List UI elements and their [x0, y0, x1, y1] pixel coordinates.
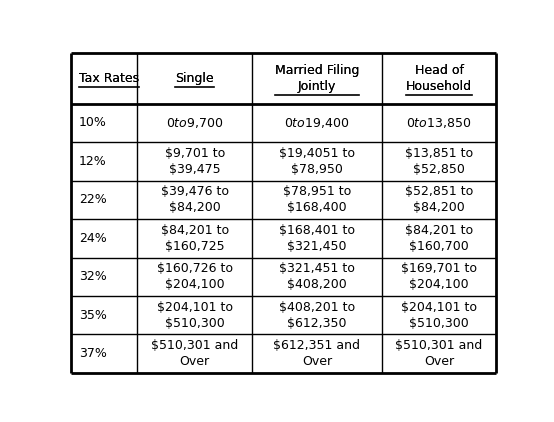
Text: $408,201 to
$612,350: $408,201 to $612,350	[279, 301, 355, 330]
Text: Married Filing
Jointly: Married Filing Jointly	[275, 64, 359, 93]
Text: Single: Single	[176, 72, 214, 85]
Text: 35%: 35%	[79, 309, 107, 322]
Text: $321,451 to
$408,200: $321,451 to $408,200	[279, 262, 355, 291]
Text: $204,101 to
$510,300: $204,101 to $510,300	[401, 301, 477, 330]
Text: $0 to $19,400: $0 to $19,400	[284, 116, 350, 130]
Text: 24%: 24%	[79, 232, 107, 245]
Text: $612,351 and
Over: $612,351 and Over	[273, 339, 360, 368]
Text: Single: Single	[176, 72, 214, 85]
Text: $78,951 to
$168,400: $78,951 to $168,400	[283, 185, 351, 214]
Text: $13,851 to
$52,850: $13,851 to $52,850	[405, 147, 473, 176]
Text: $204,101 to
$510,300: $204,101 to $510,300	[157, 301, 233, 330]
Text: $84,201 to
$160,700: $84,201 to $160,700	[405, 224, 473, 253]
Text: $160,726 to
$204,100: $160,726 to $204,100	[157, 262, 233, 291]
Text: Tax Rates: Tax Rates	[79, 72, 139, 85]
Text: $84,201 to
$160,725: $84,201 to $160,725	[161, 224, 229, 253]
Text: $0 to $13,850: $0 to $13,850	[407, 116, 472, 130]
Text: 12%: 12%	[79, 155, 107, 168]
Text: $39,476 to
$84,200: $39,476 to $84,200	[161, 185, 229, 214]
Text: $0 to $9,700: $0 to $9,700	[166, 116, 223, 130]
Text: $510,301 and
Over: $510,301 and Over	[151, 339, 238, 368]
Text: $510,301 and
Over: $510,301 and Over	[396, 339, 483, 368]
Text: $168,401 to
$321,450: $168,401 to $321,450	[279, 224, 355, 253]
Text: 37%: 37%	[79, 347, 107, 360]
Text: $169,701 to
$204,100: $169,701 to $204,100	[401, 262, 477, 291]
Text: $52,851 to
$84,200: $52,851 to $84,200	[405, 185, 473, 214]
Text: 22%: 22%	[79, 193, 107, 206]
Text: Tax Rates: Tax Rates	[79, 72, 139, 85]
Text: $19,4051 to
$78,950: $19,4051 to $78,950	[279, 147, 355, 176]
Text: Head of
Household: Head of Household	[406, 64, 472, 93]
Text: Head of
Household: Head of Household	[406, 64, 472, 93]
Text: 32%: 32%	[79, 270, 107, 283]
Text: 10%: 10%	[79, 116, 107, 130]
Text: Married Filing
Jointly: Married Filing Jointly	[275, 64, 359, 93]
Text: $9,701 to
$39,475: $9,701 to $39,475	[165, 147, 225, 176]
